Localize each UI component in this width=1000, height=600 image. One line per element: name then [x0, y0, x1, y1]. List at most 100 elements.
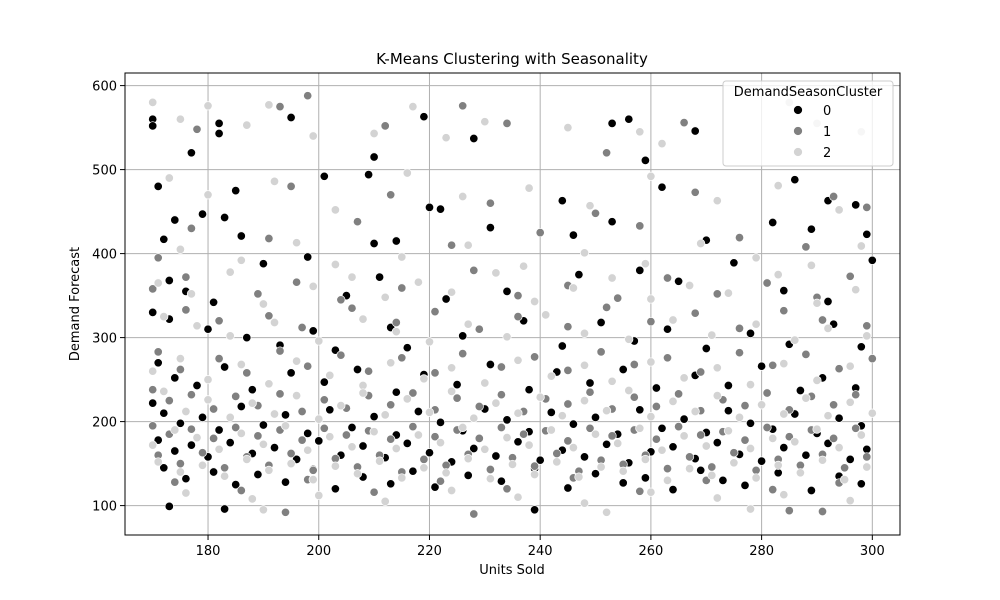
- data-point-cluster-2: [352, 469, 363, 479]
- data-point-cluster-2: [685, 464, 695, 474]
- data-point-cluster-1: [801, 349, 811, 359]
- data-point-cluster-1: [164, 396, 174, 406]
- data-point-cluster-2: [646, 294, 656, 304]
- data-point-cluster-0: [757, 361, 767, 371]
- data-point-cluster-2: [247, 494, 257, 504]
- data-point-cluster-1: [502, 484, 512, 494]
- data-point-cluster-0: [574, 270, 584, 280]
- data-point-cluster-2: [375, 456, 385, 466]
- plot-frame: [124, 72, 901, 536]
- data-point-cluster-1: [817, 315, 828, 325]
- data-point-cluster-0: [303, 252, 313, 262]
- data-point-cluster-2: [358, 380, 368, 391]
- data-point-cluster-1: [513, 291, 523, 301]
- data-point-cluster-1: [801, 242, 811, 252]
- data-point-cluster-1: [563, 322, 573, 332]
- data-point-cluster-1: [286, 448, 296, 459]
- data-point-cluster-2: [607, 376, 617, 386]
- data-point-cluster-2: [391, 443, 401, 454]
- data-point-cluster-0: [231, 186, 241, 196]
- data-point-cluster-0: [269, 443, 280, 453]
- data-point-cluster-1: [646, 317, 656, 327]
- data-point-cluster-1: [840, 463, 850, 473]
- data-point-cluster-2: [269, 409, 280, 419]
- data-point-cluster-2: [745, 504, 756, 514]
- data-point-cluster-0: [419, 112, 429, 122]
- data-point-cluster-1: [817, 506, 828, 517]
- data-point-cluster-2: [579, 396, 590, 406]
- data-point-cluster-1: [148, 284, 158, 294]
- data-point-cluster-0: [258, 259, 268, 269]
- data-point-cluster-2: [723, 426, 733, 436]
- data-point-cluster-0: [358, 441, 368, 451]
- data-point-cluster-0: [458, 331, 468, 341]
- data-point-cluster-2: [812, 298, 822, 308]
- data-point-cluster-0: [723, 406, 733, 416]
- data-point-cluster-2: [380, 496, 390, 506]
- data-point-cluster-2: [264, 465, 274, 475]
- data-point-cluster-1: [768, 360, 778, 370]
- data-point-cluster-1: [696, 367, 706, 377]
- data-point-cluster-1: [496, 390, 506, 400]
- data-point-cluster-2: [413, 430, 423, 440]
- data-point-cluster-1: [386, 190, 396, 200]
- data-point-cluster-2: [480, 378, 490, 388]
- x-tick-label: 280: [749, 544, 774, 559]
- data-point-cluster-1: [740, 401, 750, 411]
- data-point-cluster-2: [707, 470, 717, 480]
- data-point-cluster-2: [867, 408, 877, 418]
- data-point-cluster-0: [862, 229, 872, 239]
- data-point-cluster-1: [502, 118, 512, 128]
- data-point-cluster-1: [795, 460, 805, 470]
- data-point-cluster-1: [679, 118, 689, 128]
- data-point-cluster-2: [568, 283, 578, 293]
- data-point-cluster-1: [734, 233, 745, 243]
- data-point-cluster-0: [745, 328, 756, 338]
- data-point-cluster-0: [402, 343, 412, 353]
- data-point-cluster-2: [258, 299, 268, 309]
- data-point-cluster-1: [292, 277, 302, 287]
- data-point-cluster-0: [485, 223, 495, 233]
- data-point-cluster-1: [530, 352, 540, 362]
- data-point-cluster-0: [186, 148, 196, 158]
- data-point-cluster-2: [729, 458, 739, 468]
- data-point-cluster-0: [280, 477, 291, 487]
- data-point-cluster-0: [579, 452, 590, 462]
- data-point-cluster-0: [408, 466, 418, 476]
- data-point-cluster-0: [164, 275, 174, 286]
- data-point-cluster-1: [397, 353, 407, 363]
- data-point-cluster-1: [341, 430, 351, 440]
- data-point-cluster-1: [220, 463, 230, 473]
- data-point-cluster-0: [186, 440, 196, 450]
- data-point-cluster-2: [862, 331, 872, 341]
- data-point-cluster-1: [330, 454, 340, 464]
- data-point-cluster-1: [336, 295, 346, 305]
- data-point-cluster-2: [186, 289, 196, 299]
- data-point-cluster-2: [745, 443, 756, 454]
- data-point-cluster-0: [286, 112, 296, 123]
- data-point-cluster-2: [330, 259, 340, 270]
- data-point-cluster-2: [745, 380, 756, 390]
- data-point-cluster-2: [834, 443, 844, 453]
- data-point-cluster-0: [375, 272, 385, 282]
- data-point-cluster-2: [447, 386, 457, 396]
- data-point-cluster-1: [779, 306, 789, 316]
- data-point-cluster-2: [408, 102, 418, 112]
- data-point-cluster-1: [347, 303, 357, 313]
- data-point-cluster-0: [668, 442, 678, 452]
- data-point-cluster-1: [690, 187, 700, 197]
- data-point-cluster-2: [640, 259, 650, 269]
- data-point-cluster-2: [292, 238, 302, 248]
- data-point-cluster-1: [651, 434, 661, 444]
- data-point-cluster-1: [629, 392, 639, 402]
- data-point-cluster-2: [707, 330, 717, 340]
- data-point-cluster-2: [485, 474, 495, 484]
- data-point-cluster-2: [574, 472, 584, 482]
- data-point-cluster-2: [286, 459, 296, 469]
- data-point-cluster-2: [585, 201, 595, 211]
- data-point-cluster-1: [419, 454, 429, 464]
- data-point-cluster-1: [613, 293, 623, 303]
- data-point-cluster-1: [474, 433, 484, 443]
- data-point-cluster-0: [624, 114, 634, 124]
- data-point-cluster-2: [380, 410, 390, 420]
